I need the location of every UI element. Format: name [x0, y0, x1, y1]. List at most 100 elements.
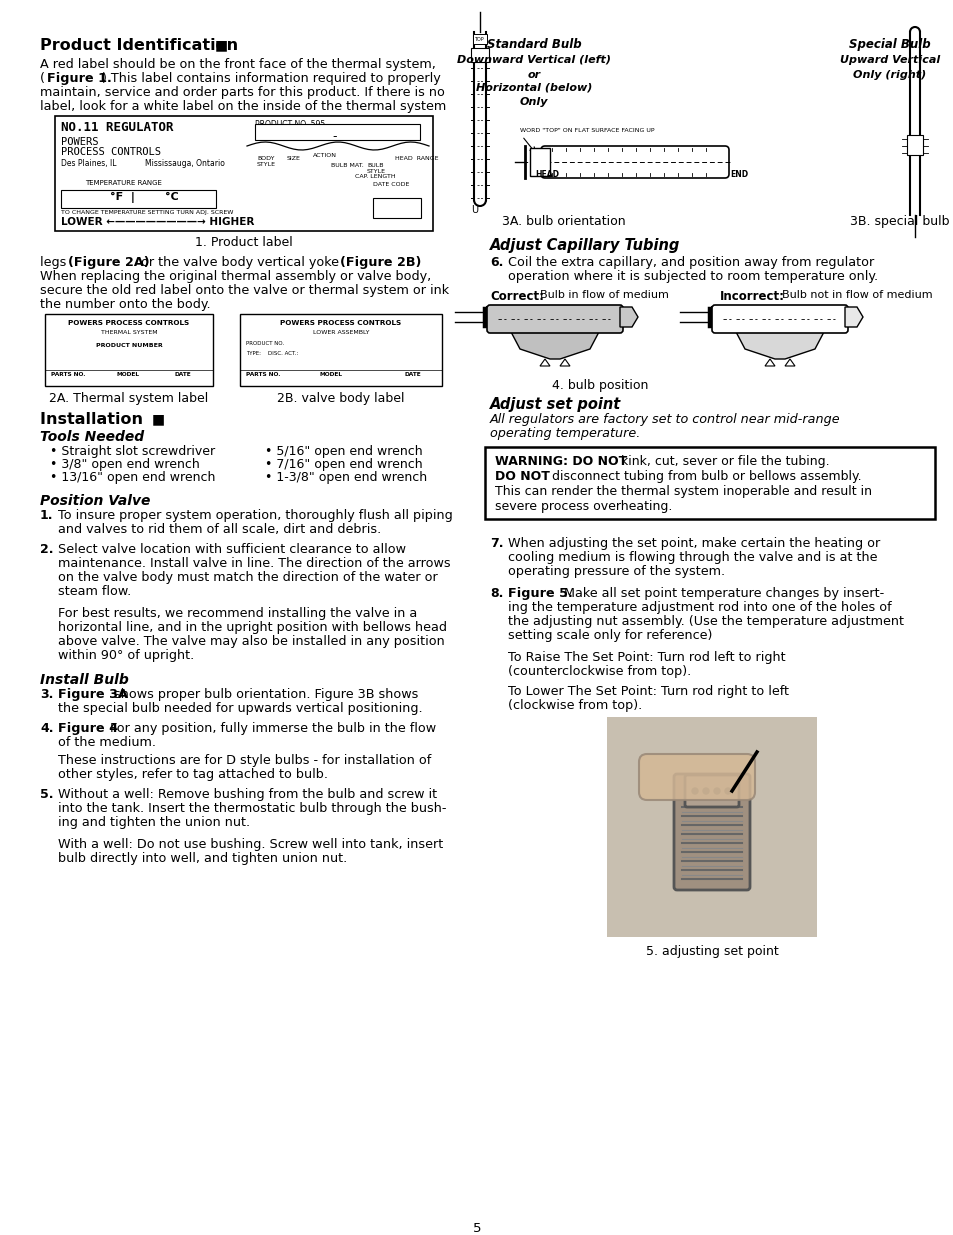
Text: DO NOT: DO NOT — [495, 471, 549, 483]
Text: To insure proper system operation, thoroughly flush all piping: To insure proper system operation, thoro… — [58, 509, 453, 522]
Text: BULB
STYLE: BULB STYLE — [367, 163, 386, 174]
Text: Tools Needed: Tools Needed — [40, 430, 144, 445]
Text: Downward Vertical (left): Downward Vertical (left) — [456, 56, 610, 65]
Text: With a well: Do not use bushing. Screw well into tank, insert: With a well: Do not use bushing. Screw w… — [58, 839, 443, 851]
Text: MODEL: MODEL — [319, 372, 343, 377]
Text: Without a well: Remove bushing from the bulb and screw it: Without a well: Remove bushing from the … — [58, 788, 436, 802]
Text: or the valve body vertical yoke: or the valve body vertical yoke — [137, 256, 343, 269]
Text: (Figure 2B): (Figure 2B) — [339, 256, 421, 269]
Text: and valves to rid them of all scale, dirt and debris.: and valves to rid them of all scale, dir… — [58, 522, 381, 536]
Text: horizontal line, and in the upright position with bellows head: horizontal line, and in the upright posi… — [58, 621, 447, 634]
Text: shows proper bulb orientation. Figure 3B shows: shows proper bulb orientation. Figure 3B… — [110, 688, 418, 701]
Text: PRODUCT NO.: PRODUCT NO. — [246, 341, 284, 346]
Text: kink, cut, sever or file the tubing.: kink, cut, sever or file the tubing. — [617, 454, 829, 468]
Text: 5. adjusting set point: 5. adjusting set point — [645, 945, 778, 958]
Text: other styles, refer to tag attached to bulb.: other styles, refer to tag attached to b… — [58, 768, 328, 781]
Polygon shape — [539, 359, 550, 366]
Text: operating pressure of the system.: operating pressure of the system. — [507, 564, 724, 578]
Text: bulb directly into well, and tighten union nut.: bulb directly into well, and tighten uni… — [58, 852, 347, 864]
Text: Product Identification: Product Identification — [40, 38, 244, 53]
Polygon shape — [784, 359, 794, 366]
Text: PARTS NO.: PARTS NO. — [246, 372, 280, 377]
Text: legs: legs — [40, 256, 71, 269]
Text: operation where it is subjected to room temperature only.: operation where it is subjected to room … — [507, 270, 877, 283]
Text: the special bulb needed for upwards vertical positioning.: the special bulb needed for upwards vert… — [58, 701, 422, 715]
Text: SIZE: SIZE — [287, 156, 300, 161]
Bar — [240, 314, 441, 387]
Text: (clockwise from top).: (clockwise from top). — [507, 699, 641, 713]
Text: THERMAL SYSTEM: THERMAL SYSTEM — [101, 330, 157, 335]
Circle shape — [702, 788, 708, 794]
Polygon shape — [510, 330, 599, 359]
Polygon shape — [559, 359, 569, 366]
Text: (counterclockwise from top).: (counterclockwise from top). — [507, 664, 691, 678]
Text: Figure 5.: Figure 5. — [507, 587, 572, 600]
Text: setting scale only for reference): setting scale only for reference) — [507, 629, 712, 642]
Bar — [254, 124, 419, 140]
Text: This can render the thermal system inoperable and result in: This can render the thermal system inope… — [495, 485, 871, 498]
Text: 2B. valve body label: 2B. valve body label — [277, 391, 404, 405]
Text: WORD "TOP" ON FLAT SURFACE FACING UP: WORD "TOP" ON FLAT SURFACE FACING UP — [519, 128, 654, 133]
Polygon shape — [734, 330, 824, 359]
Text: Figure 4: Figure 4 — [58, 722, 118, 735]
Text: HEAD: HEAD — [535, 170, 558, 179]
Text: Only (right): Only (right) — [853, 70, 925, 80]
Text: ■: ■ — [152, 412, 165, 426]
Text: For best results, we recommend installing the valve in a: For best results, we recommend installin… — [58, 606, 416, 620]
Text: PARTS NO.: PARTS NO. — [51, 372, 86, 377]
Text: cooling medium is flowing through the valve and is at the: cooling medium is flowing through the va… — [507, 551, 877, 564]
Text: END: END — [729, 170, 747, 179]
Text: Special Bulb: Special Bulb — [848, 38, 930, 51]
Text: TOP: TOP — [474, 37, 483, 42]
Bar — [484, 447, 934, 519]
Text: 8.: 8. — [490, 587, 503, 600]
Text: ■: ■ — [214, 38, 228, 52]
Text: of the medium.: of the medium. — [58, 736, 156, 748]
FancyBboxPatch shape — [540, 146, 728, 178]
Text: BODY
STYLE: BODY STYLE — [256, 156, 275, 167]
Text: DATE CODE: DATE CODE — [373, 182, 409, 186]
Text: 2.: 2. — [40, 543, 53, 556]
Text: Only: Only — [519, 98, 548, 107]
Bar — [473, 35, 486, 44]
Text: -: - — [333, 130, 337, 143]
Text: Horizontal (below): Horizontal (below) — [476, 83, 592, 93]
Text: TO CHANGE TEMPERATURE SETTING TURN ADJ. SCREW: TO CHANGE TEMPERATURE SETTING TURN ADJ. … — [61, 210, 233, 215]
Text: WARNING: DO NOT: WARNING: DO NOT — [495, 454, 626, 468]
Text: NO.11 REGULATOR: NO.11 REGULATOR — [61, 121, 173, 135]
Text: • 13/16" open end wrench: • 13/16" open end wrench — [50, 471, 215, 484]
Text: operating temperature.: operating temperature. — [490, 427, 639, 440]
Polygon shape — [619, 308, 638, 327]
Text: DATE: DATE — [174, 372, 192, 377]
Text: °F  |: °F | — [110, 191, 134, 203]
Text: 4. bulb position: 4. bulb position — [551, 379, 647, 391]
Text: above valve. The valve may also be installed in any position: above valve. The valve may also be insta… — [58, 635, 444, 648]
FancyBboxPatch shape — [673, 774, 749, 890]
Text: LOWER ←————————→ HIGHER: LOWER ←————————→ HIGHER — [61, 217, 254, 227]
Text: ing the temperature adjustment rod into one of the holes of: ing the temperature adjustment rod into … — [507, 601, 891, 614]
Text: Installation: Installation — [40, 412, 149, 427]
Text: All regulators are factory set to control near mid-range: All regulators are factory set to contro… — [490, 412, 840, 426]
FancyBboxPatch shape — [486, 305, 622, 333]
Text: LOWER ASSEMBLY: LOWER ASSEMBLY — [313, 330, 369, 335]
Text: 3.: 3. — [40, 688, 53, 701]
Text: POWERS PROCESS CONTROLS: POWERS PROCESS CONTROLS — [280, 320, 401, 326]
Bar — [606, 718, 816, 937]
Text: ing and tighten the union nut.: ing and tighten the union nut. — [58, 816, 250, 829]
Text: Adjust Capillary Tubing: Adjust Capillary Tubing — [490, 238, 679, 253]
Text: the number onto the body.: the number onto the body. — [40, 298, 211, 311]
Text: TYPE:    DISC. ACT.:: TYPE: DISC. ACT.: — [246, 351, 298, 356]
Circle shape — [691, 788, 698, 794]
Text: POWERS PROCESS CONTROLS: POWERS PROCESS CONTROLS — [69, 320, 190, 326]
Text: Correct:: Correct: — [490, 290, 543, 303]
Text: maintain, service and order parts for this product. If there is no: maintain, service and order parts for th… — [40, 86, 444, 99]
Bar — [61, 190, 215, 207]
Text: • 5/16" open end wrench: • 5/16" open end wrench — [265, 445, 422, 458]
FancyBboxPatch shape — [711, 305, 847, 333]
Text: 3B. special bulb: 3B. special bulb — [849, 215, 949, 228]
Text: BULB MAT.: BULB MAT. — [331, 163, 363, 168]
Text: Figure 3A: Figure 3A — [58, 688, 128, 701]
Text: When replacing the original thermal assembly or valve body,: When replacing the original thermal asse… — [40, 270, 431, 283]
Text: Mississauga, Ontario: Mississauga, Ontario — [145, 159, 225, 168]
Text: °C: °C — [165, 191, 178, 203]
